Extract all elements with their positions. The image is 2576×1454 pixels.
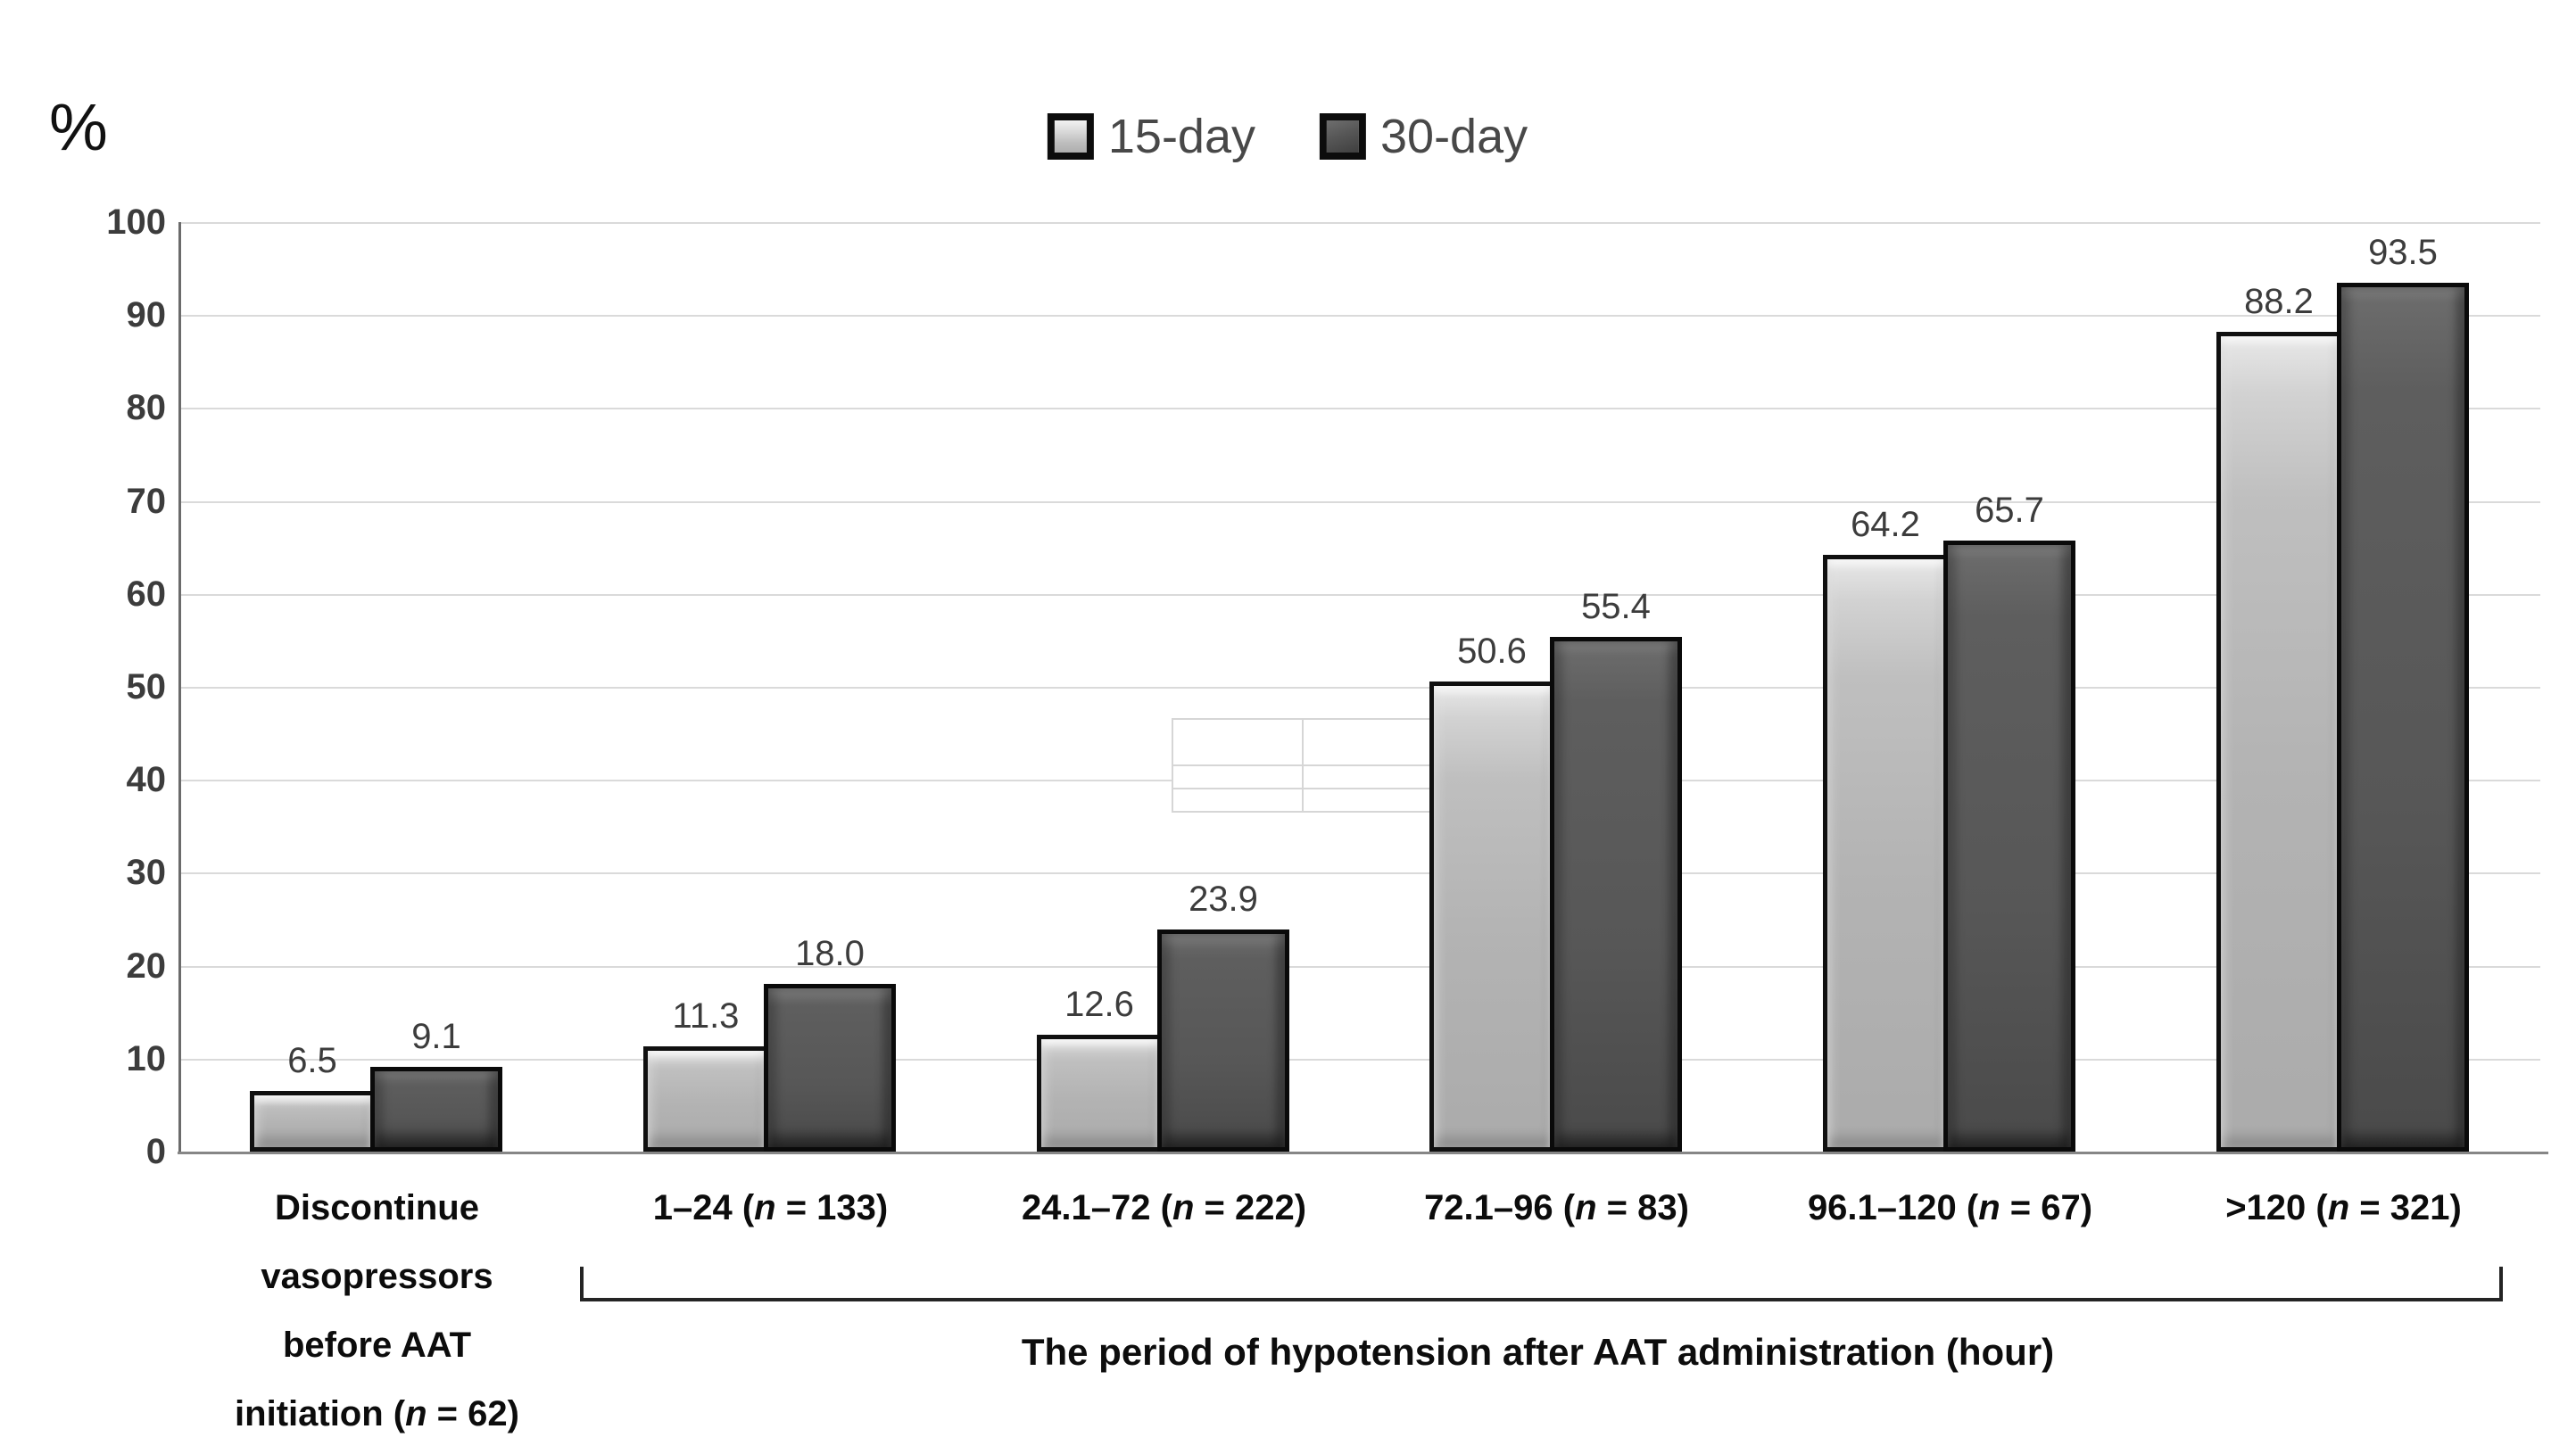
category-group-bracket (580, 1267, 2503, 1301)
value-label-30-day: 9.1 (411, 1017, 461, 1056)
legend-item-15-day: 15-day (1047, 110, 1255, 163)
legend-swatch-15-day-icon (1047, 113, 1094, 160)
category-cell: 88.2 93.5 (2147, 222, 2540, 1152)
bar-30-day (764, 984, 896, 1152)
gridline-70 (180, 501, 2540, 503)
category-label-line: initiation (n = 62) (235, 1394, 519, 1433)
value-label-15-day: 50.6 (1457, 632, 1527, 671)
value-label-15-day: 6.5 (287, 1041, 337, 1080)
category-label-line: >120 (n = 321) (2225, 1188, 2462, 1227)
gridline-80 (180, 408, 2540, 409)
category-label: 96.1–120 (n = 67) (1753, 1174, 2147, 1243)
gridline-50 (180, 687, 2540, 689)
category-label-line: vasopressors (261, 1257, 493, 1296)
y-axis-line (178, 222, 181, 1153)
category-label: 72.1–96 (n = 83) (1360, 1174, 1753, 1243)
category-cell: 11.3 18.0 (574, 222, 967, 1152)
value-label-30-day: 93.5 (2368, 233, 2438, 272)
gridline-20 (180, 966, 2540, 968)
plot-area: 6.5 9.1 11.3 18.0 12.6 23.9 50.6 55.4 64.2 65.7 88… (180, 222, 2540, 1152)
y-tick-label-50: 50 (126, 667, 167, 706)
value-label-30-day: 18.0 (795, 934, 865, 973)
category-cell: 6.5 9.1 (180, 222, 574, 1152)
legend-label: 30-day (1380, 110, 1528, 163)
category-label-line: before AAT (282, 1326, 472, 1365)
y-tick-label-60: 60 (126, 574, 167, 614)
category-cell: 12.6 23.9 (967, 222, 1361, 1152)
legend-swatch-30-day-icon (1320, 113, 1366, 160)
category-label: >120 (n = 321) (2147, 1174, 2540, 1243)
chart-legend: 15-day 30-day (1047, 110, 1528, 163)
value-label-30-day: 65.7 (1975, 491, 2044, 530)
bar-15-day (1429, 682, 1554, 1152)
category-label-line: Discontinue (275, 1188, 479, 1227)
value-label-15-day: 11.3 (672, 996, 740, 1036)
y-tick-label-80: 80 (126, 388, 167, 427)
gridline-90 (180, 315, 2540, 317)
value-label-30-day: 23.9 (1189, 880, 1258, 919)
category-cell: 64.2 65.7 (1753, 222, 2147, 1152)
bar-15-day (1037, 1035, 1162, 1152)
category-label-line: 1–24 (n = 133) (652, 1188, 889, 1227)
y-tick-label-70: 70 (126, 482, 167, 521)
category-label-line: 72.1–96 (n = 83) (1424, 1188, 1689, 1227)
y-tick-label-20: 20 (126, 946, 167, 986)
x-axis-group-title: The period of hypotension after AAT admi… (1021, 1331, 2055, 1373)
category-label-line: 96.1–120 (n = 67) (1807, 1188, 2093, 1227)
bar-15-day (250, 1091, 375, 1152)
x-axis-line (178, 1152, 2548, 1154)
bar-15-day (1823, 555, 1948, 1152)
y-tick-label-30: 30 (126, 853, 167, 892)
y-tick-label-40: 40 (126, 760, 167, 799)
stray-table-artifact (1172, 718, 1434, 813)
bar-30-day (1943, 541, 2075, 1152)
gridline-30 (180, 872, 2540, 874)
y-tick-label-10: 10 (126, 1039, 167, 1078)
artifact-column-divider (1302, 720, 1304, 811)
value-label-30-day: 55.4 (1581, 587, 1651, 626)
bar-30-day (370, 1067, 502, 1152)
value-label-15-day: 12.6 (1064, 985, 1134, 1024)
legend-item-30-day: 30-day (1320, 112, 1528, 161)
category-label-line: 24.1–72 (n = 222) (1021, 1188, 1307, 1227)
gridline-100 (180, 222, 2540, 224)
bar-15-day (643, 1046, 768, 1152)
y-tick-label-0: 0 (145, 1132, 166, 1171)
y-tick-label-90: 90 (126, 295, 167, 335)
category-label: 1–24 (n = 133) (574, 1174, 967, 1243)
value-label-15-day: 64.2 (1851, 505, 1920, 544)
bar-30-day (1157, 929, 1289, 1152)
category-cell: 50.6 55.4 (1360, 222, 1753, 1152)
value-label-15-day: 88.2 (2244, 282, 2314, 321)
category-label: 24.1–72 (n = 222) (967, 1174, 1361, 1243)
category-label: Discontinue vasopressors before AAT initiat… (180, 1174, 574, 1449)
gridline-10 (180, 1059, 2540, 1061)
gridline-60 (180, 594, 2540, 596)
legend-label: 15-day (1107, 110, 1255, 163)
bar-15-day (2216, 332, 2341, 1152)
bar-30-day (1550, 637, 1682, 1152)
bar-30-day (2337, 283, 2469, 1152)
y-tick-label-100: 100 (106, 202, 166, 242)
y-axis-unit-label: % (49, 90, 108, 164)
